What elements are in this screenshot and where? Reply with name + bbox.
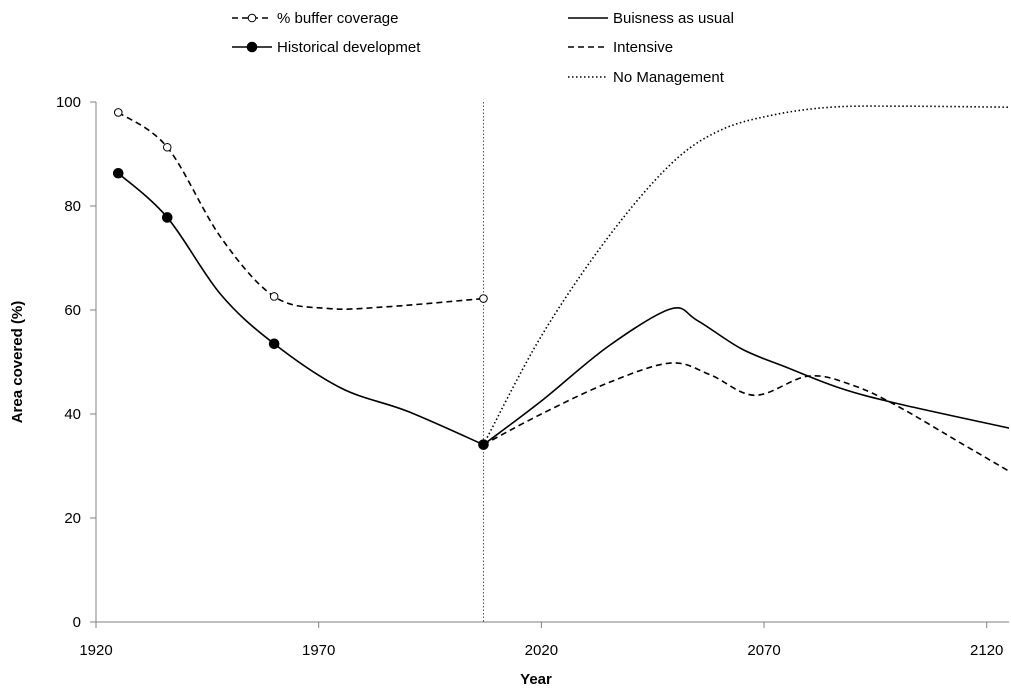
x-tick-label: 2070 [747,642,780,659]
y-tick-label: 20 [64,510,81,527]
legend: % buffer coverage Buisness as usual Histor… [232,10,734,86]
legend-label: Intensive [613,39,673,56]
series-line-2 [482,307,1010,446]
data-point [162,142,172,152]
y-tick-label: 0 [73,614,81,631]
series-group [112,105,1010,472]
data-point [161,212,173,223]
data-point [479,294,488,303]
legend-item: % buffer coverage [232,10,398,27]
legend-item: Historical developmet [232,39,421,56]
legend-label: Buisness as usual [613,10,734,27]
data-point [269,292,279,301]
x-tick-label: 2120 [970,642,1003,659]
y-tick-label: 60 [64,302,81,319]
y-tick-label: 40 [64,406,81,423]
axes: 0 20 40 60 80 100 1920 1970 2020 2070 2120 [56,94,1009,659]
series-line-1 [117,172,484,446]
legend-item: No Management [568,69,725,86]
series-line-3 [483,362,1010,472]
y-tick-label: 100 [56,94,81,111]
data-point [478,439,489,450]
data-point [113,108,123,117]
x-axis-title: Year [520,671,552,688]
y-tick-label: 80 [64,198,81,215]
series-line-0 [117,111,484,310]
legend-item: Intensive [568,39,673,56]
legend-label: % buffer coverage [277,10,398,27]
series-line-4 [482,105,1010,446]
legend-swatch-marker [247,13,257,23]
data-point [112,167,124,179]
x-tick-label: 1920 [79,642,112,659]
legend-label: No Management [613,69,725,86]
legend-label: Historical developmet [277,39,421,56]
x-tick-label: 2020 [525,642,558,659]
y-axis-title: Area covered (%) [9,301,26,424]
legend-item: Buisness as usual [568,10,734,27]
data-point [268,338,280,350]
legend-swatch-marker [246,41,258,53]
x-tick-label: 1970 [302,642,335,659]
